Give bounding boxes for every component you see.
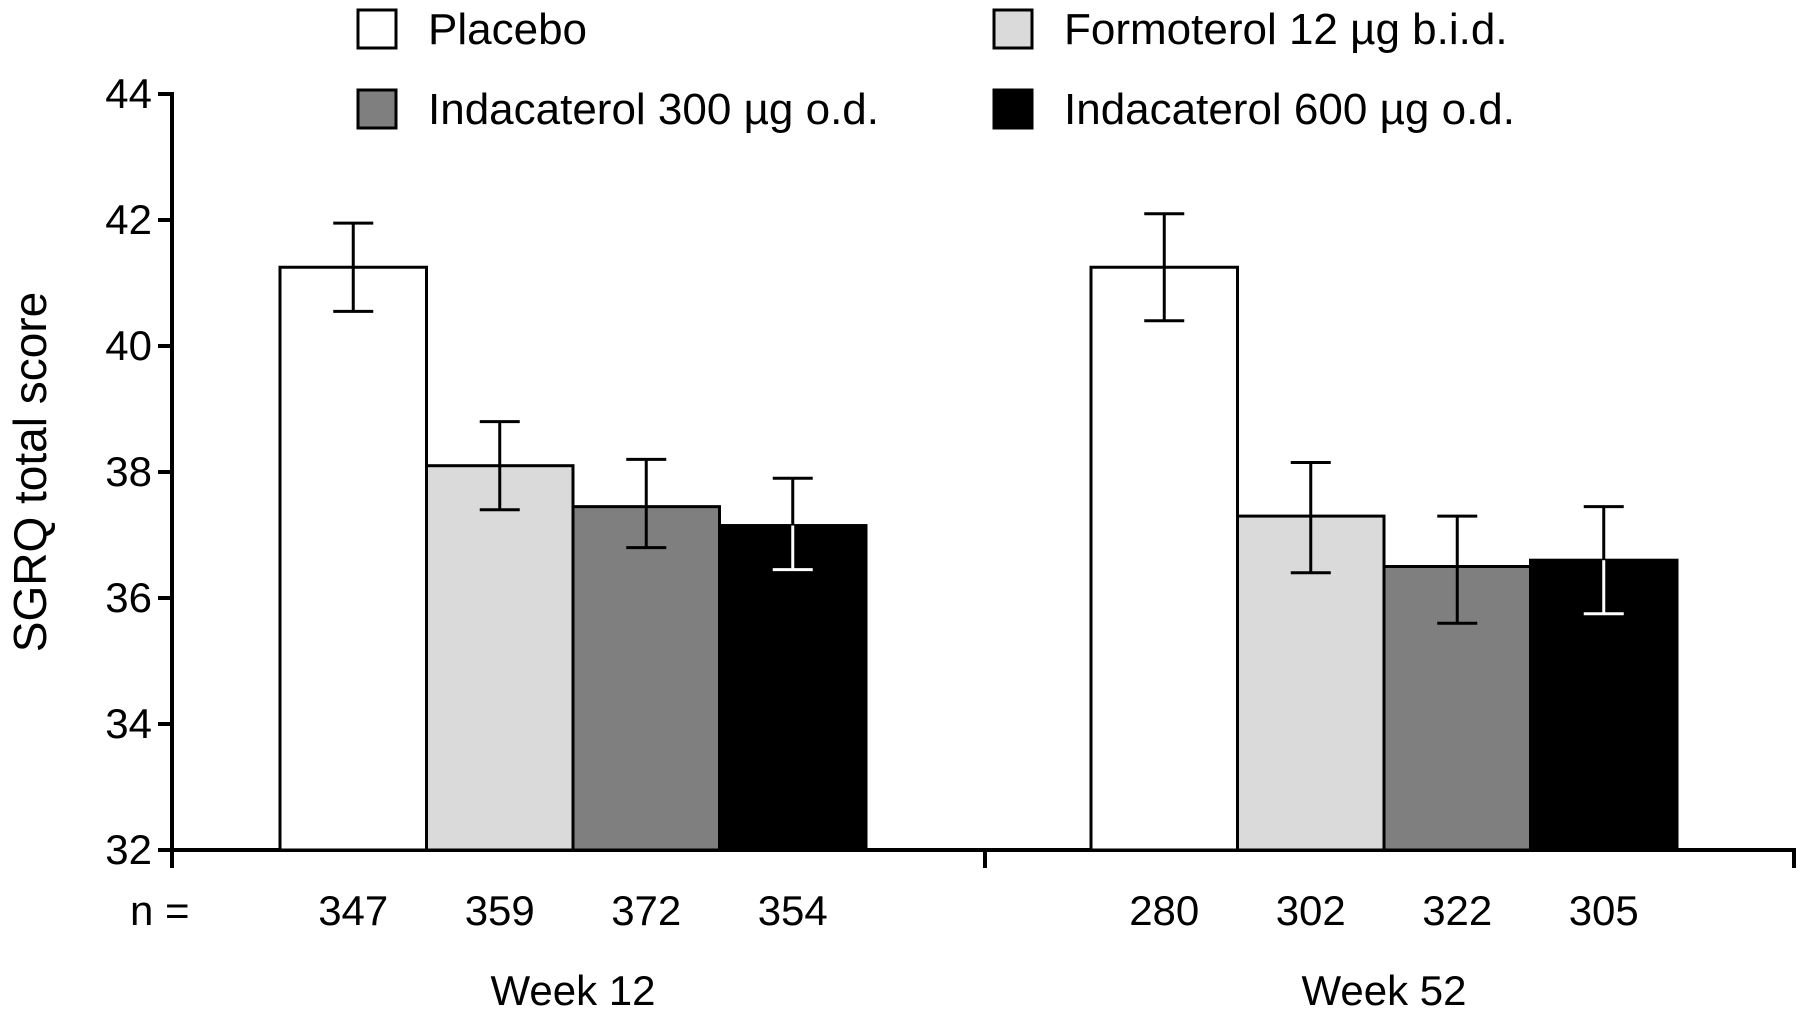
legend-label: Formoterol 12 µg b.i.d. [1064,5,1508,54]
legend-swatch [356,88,398,130]
y-tick-label-40: 40 [105,322,152,369]
y-tick-label-38: 38 [105,448,152,495]
legend-item-3: Indacaterol 600 µg o.d. [992,85,1515,134]
n-prefix-label: n = [130,887,190,934]
legend-swatch [992,8,1034,50]
legend-swatch [992,88,1034,130]
error-bar-week-52-series-1 [1290,461,1331,575]
legend-item-1: Formoterol 12 µg b.i.d. [992,5,1508,54]
error-bar-week-12-series-1 [479,420,520,512]
legend-label: Placebo [428,5,587,54]
n-label-week-12-series-3: 354 [758,887,828,934]
n-label-week-12-series-2: 372 [611,887,681,934]
error-bar-week-12-series-3 [772,476,813,572]
legend-item-0: Placebo [356,5,587,54]
group-label-week-52: Week 52 [1302,967,1467,1012]
n-label-week-52-series-1: 302 [1276,887,1346,934]
error-bar-week-52-series-3 [1583,505,1624,616]
bar-week-12-series-1 [425,464,575,852]
y-tick-label-34: 34 [105,700,152,747]
bar-week-12-series-2 [571,505,721,852]
error-bar-week-12-series-0 [333,221,374,313]
error-bars [333,212,1624,625]
bar-week-12-series-0 [278,265,428,852]
legend: Placebo Formoterol 12 µg b.i.d. Indacatero… [356,5,1515,134]
error-bar-week-52-series-2 [1437,514,1478,625]
y-tick-label-32: 32 [105,826,152,873]
n-label-week-12-series-0: 347 [318,887,388,934]
bars [278,265,1679,852]
error-bar-week-52-series-0 [1144,212,1185,323]
n-label-week-52-series-0: 280 [1129,887,1199,934]
x-labels: 347 359 372 354 Week 12 280 302 322 305 Week 52 n … [130,887,1639,1012]
bar-week-52-series-0 [1089,265,1239,852]
legend-label: Indacaterol 600 µg o.d. [1064,85,1515,134]
legend-item-2: Indacaterol 300 µg o.d. [356,85,879,134]
y-tick-label-42: 42 [105,196,152,243]
y-tick-label-44: 44 [105,70,152,117]
n-label-week-52-series-3: 305 [1569,887,1639,934]
y-axis-title: SGRQ total score [4,292,56,652]
n-label-week-12-series-1: 359 [465,887,535,934]
legend-label: Indacaterol 300 µg o.d. [428,85,879,134]
n-label-week-52-series-2: 322 [1422,887,1492,934]
error-bar-week-12-series-2 [626,457,667,550]
bar-week-12-series-3 [718,524,868,852]
legend-swatch [356,8,398,50]
y-tick-label-36: 36 [105,574,152,621]
group-label-week-12: Week 12 [491,967,656,1012]
